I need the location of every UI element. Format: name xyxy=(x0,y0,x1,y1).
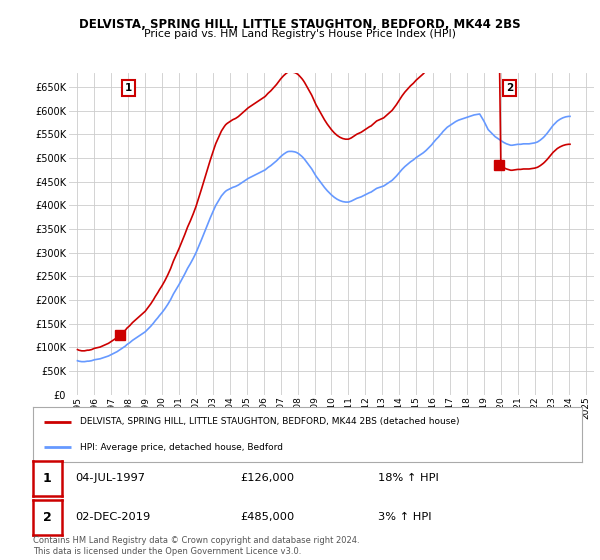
Text: Price paid vs. HM Land Registry's House Price Index (HPI): Price paid vs. HM Land Registry's House … xyxy=(144,29,456,39)
Text: 02-DEC-2019: 02-DEC-2019 xyxy=(75,512,150,522)
Text: £485,000: £485,000 xyxy=(240,512,294,522)
Text: 2: 2 xyxy=(43,511,52,524)
Text: Contains HM Land Registry data © Crown copyright and database right 2024.
This d: Contains HM Land Registry data © Crown c… xyxy=(33,536,359,556)
Text: 1: 1 xyxy=(125,83,132,93)
Text: HPI: Average price, detached house, Bedford: HPI: Average price, detached house, Bedf… xyxy=(80,443,283,452)
Text: DELVISTA, SPRING HILL, LITTLE STAUGHTON, BEDFORD, MK44 2BS (detached house): DELVISTA, SPRING HILL, LITTLE STAUGHTON,… xyxy=(80,417,459,426)
Text: 04-JUL-1997: 04-JUL-1997 xyxy=(75,473,145,483)
Text: £126,000: £126,000 xyxy=(240,473,294,483)
Text: 1: 1 xyxy=(43,472,52,485)
Text: 18% ↑ HPI: 18% ↑ HPI xyxy=(378,473,439,483)
Text: 3% ↑ HPI: 3% ↑ HPI xyxy=(378,512,431,522)
Text: 2: 2 xyxy=(506,83,513,93)
Text: DELVISTA, SPRING HILL, LITTLE STAUGHTON, BEDFORD, MK44 2BS: DELVISTA, SPRING HILL, LITTLE STAUGHTON,… xyxy=(79,18,521,31)
